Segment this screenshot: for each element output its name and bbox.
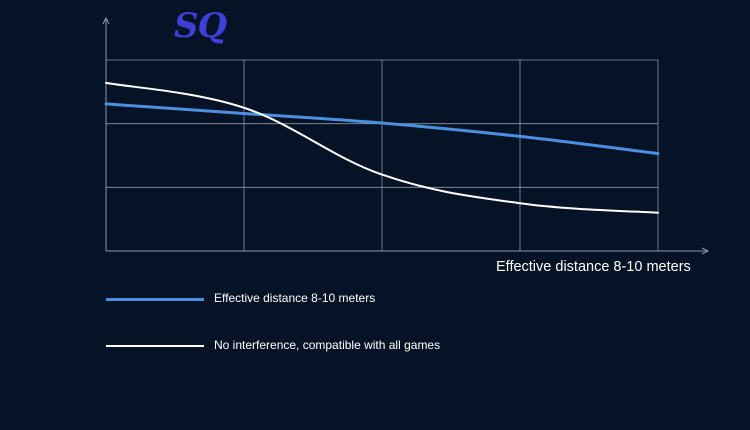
- chart-series: [104, 81, 660, 214]
- chart-axes: [102, 16, 710, 255]
- legend-swatch-blue: [106, 298, 204, 301]
- series-line-2: [105, 81, 659, 214]
- series-line-1: [104, 102, 660, 156]
- y-axis-arrow: [102, 16, 110, 25]
- x-axis-arrow: [701, 247, 710, 255]
- legend-swatch-white: [106, 345, 204, 347]
- legend-label-blue: Effective distance 8-10 meters: [214, 291, 376, 305]
- chart-grid: [106, 59, 659, 251]
- legend-label-white: No interference, compatible with all gam…: [214, 338, 441, 352]
- x-axis-label: Effective distance 8-10 meters: [496, 259, 691, 275]
- sq-logo: SQ: [174, 6, 227, 46]
